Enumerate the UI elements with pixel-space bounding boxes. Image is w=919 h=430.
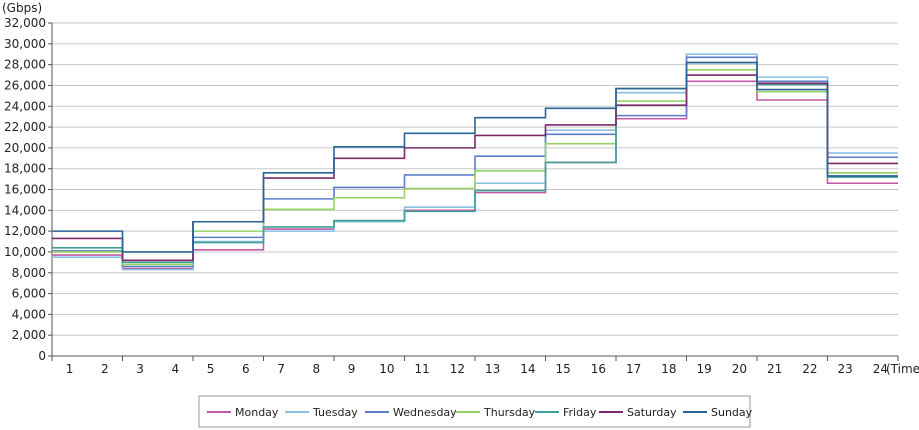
legend-label-saturday: Saturday [627, 406, 677, 419]
x-tick-label: 5 [207, 362, 215, 376]
y-tick-label: 22,000 [4, 120, 46, 134]
y-tick-label: 28,000 [4, 58, 46, 72]
y-tick-label: 18,000 [4, 162, 46, 176]
x-tick-label: 20 [732, 362, 747, 376]
x-tick-label: 15 [555, 362, 570, 376]
legend-label-wednesday: Wednesday [393, 406, 457, 419]
y-tick-label: 12,000 [4, 224, 46, 238]
x-tick-label: 10 [379, 362, 394, 376]
series-line-sunday [52, 61, 898, 253]
series-lines [52, 53, 898, 271]
y-tick-label: 2,000 [12, 328, 46, 342]
y-tick-label: 32,000 [4, 16, 46, 30]
y-tick-label: 26,000 [4, 78, 46, 92]
x-tick-label: 19 [696, 362, 711, 376]
x-tick-label: 17 [626, 362, 641, 376]
legend: Monday Tuesday Wednesday Thursday Friday Satu… [198, 395, 753, 428]
y-tick-label: 20,000 [4, 141, 46, 155]
x-tick-label: 22 [802, 362, 817, 376]
x-tick-label: 3 [136, 362, 144, 376]
y-tick-label: 16,000 [4, 183, 46, 197]
legend-label-monday: Monday [235, 406, 279, 419]
x-tick-label: 14 [520, 362, 535, 376]
x-tick-label: 13 [485, 362, 500, 376]
x-tick-label: 1 [66, 362, 74, 376]
x-tick-label: 11 [414, 362, 429, 376]
legend-label-thursday: Thursday [483, 406, 536, 419]
y-tick-label: 30,000 [4, 37, 46, 51]
y-tick-label: 4,000 [12, 307, 46, 321]
x-tick-label: 23 [837, 362, 852, 376]
legend-label-friday: Friday [563, 406, 597, 419]
y-unit-label: (Gbps) [2, 1, 42, 15]
legend-label-sunday: Sunday [711, 406, 753, 419]
x-tick-label: 8 [313, 362, 321, 376]
x-tick-label: 4 [172, 362, 180, 376]
x-tick-label: 21 [767, 362, 782, 376]
x-unit-label: (Time) [886, 362, 919, 376]
x-tick-label: 12 [450, 362, 465, 376]
y-tick-label: 8,000 [12, 266, 46, 280]
x-tick-label: 18 [661, 362, 676, 376]
x-axis: 1 2 3 4 5 6 7 8 9 10 11 12 13 14 15 16 17 18 19 20 21 22 23 24 [51, 356, 899, 376]
x-tick-label: 24 [873, 362, 888, 376]
x-tick-label: 2 [101, 362, 109, 376]
y-tick-label: 0 [38, 349, 46, 363]
x-tick-label: 7 [277, 362, 285, 376]
y-tick-label: 24,000 [4, 99, 46, 113]
y-axis: 0 2,000 4,000 6,000 8,000 10,000 12,000 14,000 1… [4, 16, 53, 363]
y-tick-label: 6,000 [12, 287, 46, 301]
y-tick-label: 14,000 [4, 203, 46, 217]
x-tick-label: 9 [348, 362, 356, 376]
series-line-wednesday [52, 56, 898, 268]
legend-label-tuesday: Tuesday [312, 406, 358, 419]
x-tick-label: 6 [242, 362, 250, 376]
x-tick-label: 16 [591, 362, 606, 376]
y-tick-label: 10,000 [4, 245, 46, 259]
